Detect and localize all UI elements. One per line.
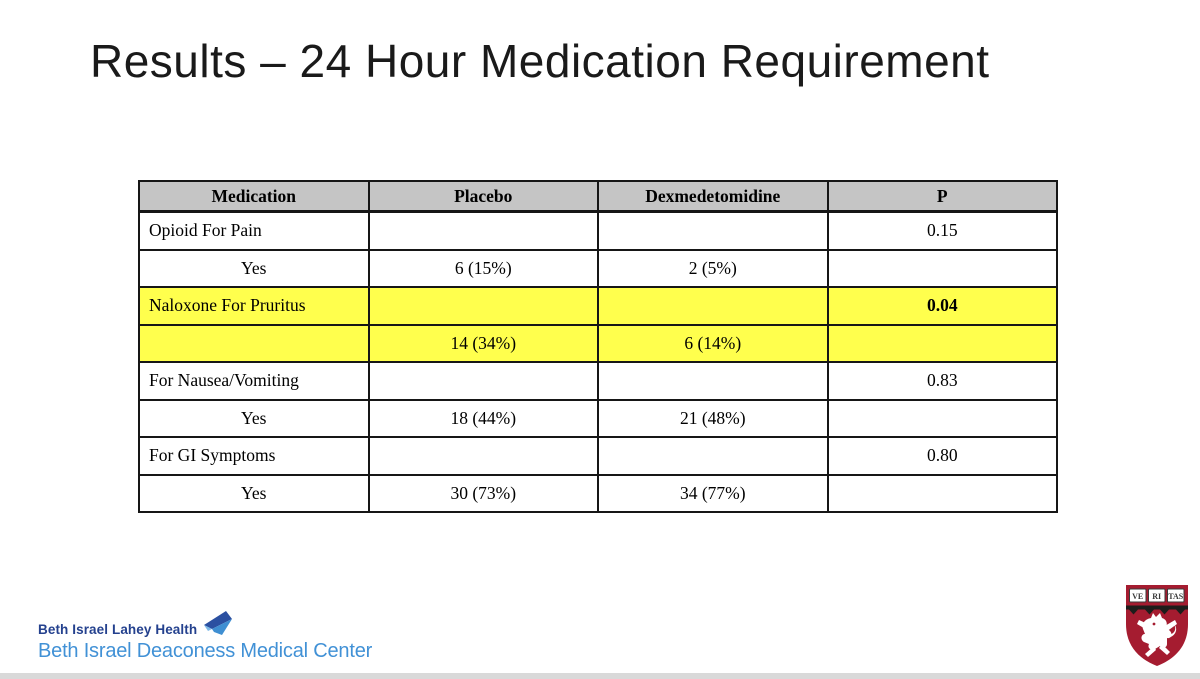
cell-placebo: 18 (44%)	[367, 398, 599, 438]
cell-dexmedetomidine: 6 (14%)	[597, 323, 829, 363]
cell-medication: Opioid For Pain	[138, 210, 370, 251]
column-header-p: P	[826, 180, 1058, 213]
cell-p-value: 0.80	[826, 436, 1058, 476]
cell-medication: Yes	[138, 473, 370, 513]
org-parent-name: Beth Israel Lahey Health	[38, 610, 372, 637]
cell-medication: For GI Symptoms	[138, 436, 370, 476]
svg-text:RI: RI	[1152, 592, 1161, 601]
table-row: For Nausea/Vomiting 0.83	[138, 361, 1058, 401]
cell-medication: For Nausea/Vomiting	[138, 361, 370, 401]
cell-dexmedetomidine: 2 (5%)	[597, 248, 829, 288]
cell-p-value	[826, 248, 1058, 288]
harvard-medical-shield-icon: VE RI TAS	[1124, 582, 1190, 668]
veritas-books: VE RI TAS	[1129, 588, 1185, 603]
cell-p-value	[826, 473, 1058, 513]
table-row: Yes 18 (44%) 21 (48%)	[138, 398, 1058, 438]
table-row: Opioid For Pain 0.15	[138, 210, 1058, 251]
org-name: Beth Israel Deaconess Medical Center	[38, 640, 373, 662]
cell-p-value: 0.15	[826, 210, 1058, 251]
cell-dexmedetomidine: 34 (77%)	[597, 473, 829, 513]
cell-dexmedetomidine	[597, 210, 829, 251]
cell-placebo	[367, 361, 599, 401]
cell-medication	[138, 323, 370, 363]
cell-medication: Naloxone For Pruritus	[138, 286, 370, 326]
table-row: Yes 6 (15%) 2 (5%)	[138, 248, 1058, 288]
cell-p-value	[826, 398, 1058, 438]
org-parent-name-label: Beth Israel Lahey Health	[38, 622, 198, 637]
cell-placebo	[367, 436, 599, 476]
cell-medication: Yes	[138, 398, 370, 438]
cell-p-value: 0.83	[826, 361, 1058, 401]
cell-dexmedetomidine	[597, 436, 829, 476]
cell-dexmedetomidine	[597, 361, 829, 401]
cell-placebo: 30 (73%)	[367, 473, 599, 513]
table-row: For GI Symptoms 0.80	[138, 436, 1058, 476]
lion-figure	[1137, 613, 1177, 657]
column-header-dexmedetomidine: Dexmedetomidine	[597, 180, 829, 213]
medication-requirement-table: Medication Placebo Dexmedetomidine P Opi…	[138, 180, 1058, 513]
cell-placebo	[367, 210, 599, 251]
cell-p-value: 0.04	[826, 286, 1058, 326]
table-row: Yes 30 (73%) 34 (77%)	[138, 473, 1058, 513]
cell-dexmedetomidine	[597, 286, 829, 326]
table-row-highlighted: 14 (34%) 6 (14%)	[138, 323, 1058, 363]
table-row-highlighted: Naloxone For Pruritus 0.04	[138, 286, 1058, 326]
column-header-medication: Medication	[138, 180, 370, 213]
cell-placebo: 14 (34%)	[367, 323, 599, 363]
table-header-row: Medication Placebo Dexmedetomidine P	[138, 180, 1058, 213]
page-title: Results – 24 Hour Medication Requirement	[90, 35, 990, 87]
svg-text:VE: VE	[1132, 592, 1143, 601]
bilh-arrow-icon	[203, 610, 235, 639]
organization-logo: Beth Israel Lahey Health Beth Israel Dea…	[38, 610, 372, 663]
slide-bottom-edge	[0, 673, 1200, 679]
cell-dexmedetomidine: 21 (48%)	[597, 398, 829, 438]
cell-p-value	[826, 323, 1058, 363]
table-header: Medication Placebo Dexmedetomidine P	[138, 180, 1058, 213]
cell-placebo: 6 (15%)	[367, 248, 599, 288]
cell-medication: Yes	[138, 248, 370, 288]
table-body: Opioid For Pain 0.15 Yes 6 (15%) 2 (5%) …	[138, 210, 1058, 513]
svg-text:TAS: TAS	[1168, 592, 1184, 601]
column-header-placebo: Placebo	[367, 180, 599, 213]
cell-placebo	[367, 286, 599, 326]
